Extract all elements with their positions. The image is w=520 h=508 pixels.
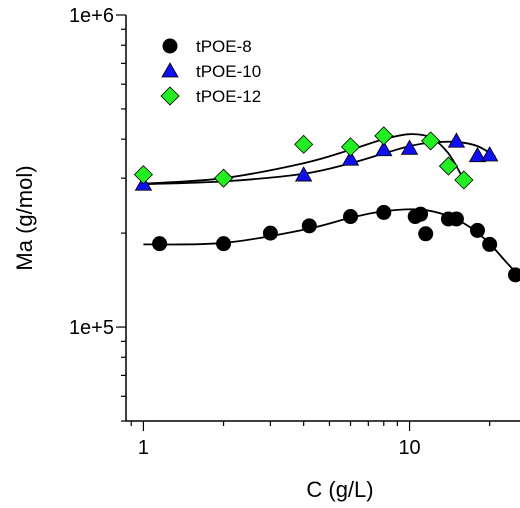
tpoe-8-point (153, 237, 167, 251)
legend-marker-tpoe-8 (163, 39, 177, 53)
tpoe-8-point (217, 237, 231, 251)
y-axis-title: Ma (g/mol) (12, 165, 37, 270)
legend-label-tpoe-10: tPOE-10 (196, 62, 261, 81)
tpoe-8-point (302, 219, 316, 233)
tpoe-8-point (470, 223, 484, 237)
tpoe-12-point (215, 169, 233, 187)
data-points (134, 127, 520, 282)
tpoe-8-point (263, 226, 277, 240)
x-axis-title: C (g/L) (306, 477, 373, 502)
legend: tPOE-8 tPOE-10 tPOE-12 (161, 37, 261, 106)
tpoe-12-point (342, 138, 360, 156)
tpoe-12-point (295, 135, 313, 153)
tpoe-12-point (439, 157, 457, 175)
legend-marker-tpoe-12 (161, 87, 179, 105)
y-tick-label: 1e+6 (69, 5, 114, 27)
tpoe-10-point (448, 133, 464, 147)
tpoe-12-point (455, 171, 473, 189)
tpoe-12-point (375, 127, 393, 145)
tpoe-8-point (449, 212, 463, 226)
legend-label-tpoe-8: tPOE-8 (196, 37, 252, 56)
x-tick-label: 1 (138, 437, 149, 459)
tpoe-12-point (134, 166, 152, 184)
tpoe-8-point (508, 268, 520, 282)
fit-curves (143, 134, 520, 277)
legend-label-tpoe-12: tPOE-12 (196, 87, 261, 106)
tpoe-8-point (419, 227, 433, 241)
tpoe-8-point (483, 237, 497, 251)
x-tick-label: 10 (398, 437, 420, 459)
tpoe-8-point (377, 205, 391, 219)
legend-marker-tpoe-10 (162, 63, 178, 77)
tpoe-8-point (414, 207, 428, 221)
tpoe-8-point (344, 210, 358, 224)
y-tick-label: 1e+5 (69, 317, 114, 339)
